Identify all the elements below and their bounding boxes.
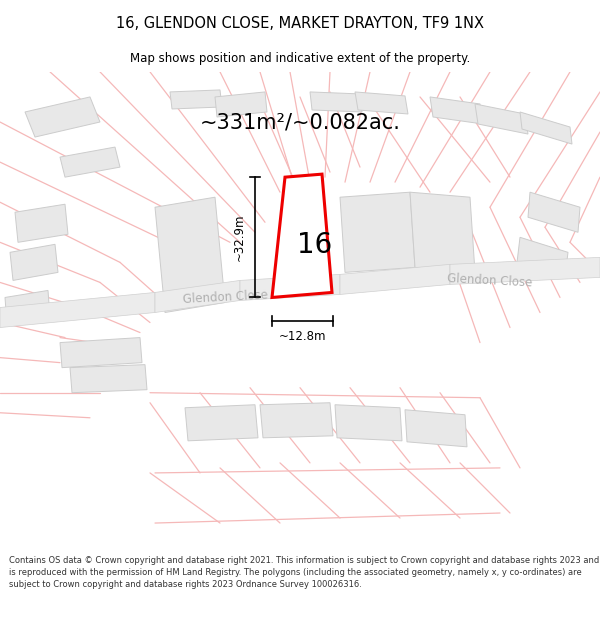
Polygon shape [170, 90, 222, 109]
Polygon shape [215, 92, 267, 117]
Polygon shape [5, 291, 50, 324]
Polygon shape [528, 192, 580, 232]
Polygon shape [25, 97, 100, 137]
Polygon shape [475, 104, 528, 134]
Text: 16, GLENDON CLOSE, MARKET DRAYTON, TF9 1NX: 16, GLENDON CLOSE, MARKET DRAYTON, TF9 1… [116, 16, 484, 31]
Polygon shape [310, 92, 362, 112]
Polygon shape [405, 410, 467, 447]
Polygon shape [355, 92, 408, 114]
Text: Glendon Close: Glendon Close [447, 272, 533, 289]
Polygon shape [155, 281, 240, 312]
Polygon shape [70, 364, 147, 392]
Polygon shape [60, 147, 120, 177]
Polygon shape [10, 244, 58, 281]
Polygon shape [60, 338, 142, 367]
Polygon shape [185, 405, 258, 441]
Polygon shape [0, 292, 155, 328]
Text: 16: 16 [297, 231, 332, 259]
Polygon shape [340, 192, 415, 272]
Polygon shape [155, 198, 225, 312]
Text: Contains OS data © Crown copyright and database right 2021. This information is : Contains OS data © Crown copyright and d… [9, 556, 599, 589]
Polygon shape [272, 174, 332, 298]
Text: Map shows position and indicative extent of the property.: Map shows position and indicative extent… [130, 52, 470, 65]
Polygon shape [260, 402, 333, 438]
Polygon shape [410, 192, 475, 272]
Text: Glendon Close: Glendon Close [182, 289, 268, 306]
Polygon shape [340, 264, 450, 294]
Text: ~331m²/~0.082ac.: ~331m²/~0.082ac. [200, 112, 400, 132]
Polygon shape [335, 405, 402, 441]
Text: ~32.9m: ~32.9m [233, 214, 245, 261]
Polygon shape [450, 258, 600, 284]
Polygon shape [240, 274, 340, 301]
Polygon shape [520, 112, 572, 144]
Text: ~12.8m: ~12.8m [279, 330, 326, 343]
Polygon shape [15, 204, 68, 242]
Polygon shape [517, 238, 568, 278]
Polygon shape [430, 97, 483, 124]
